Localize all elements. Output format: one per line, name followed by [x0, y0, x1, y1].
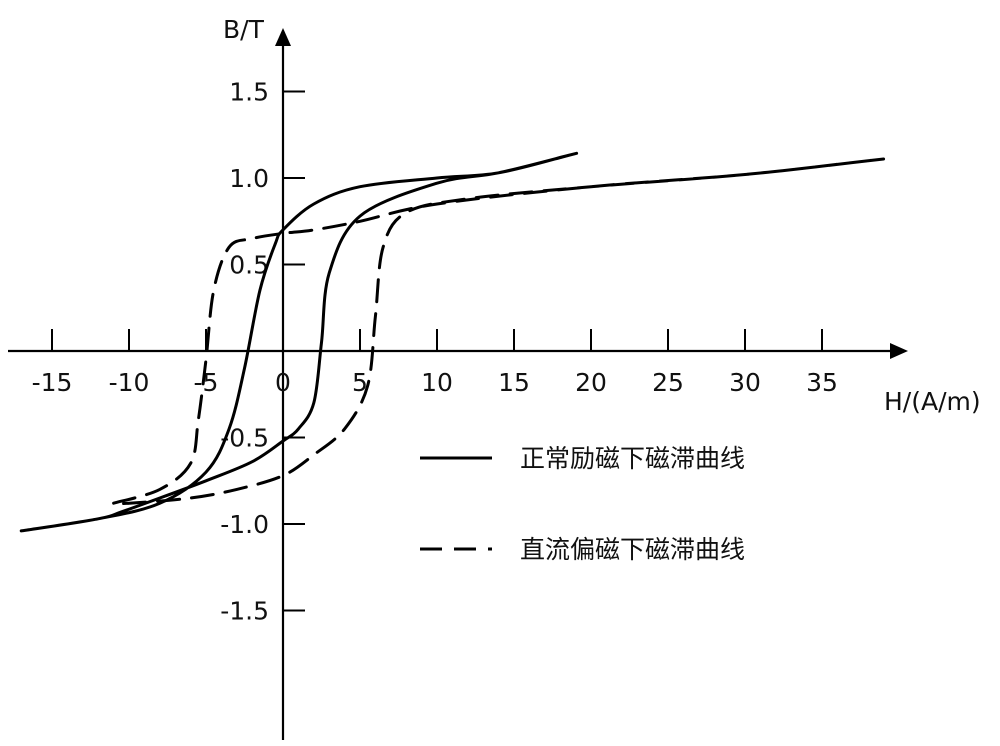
axes [8, 28, 908, 740]
series-line-normal [19, 151, 579, 533]
x-tick-label: -10 [109, 368, 150, 397]
x-axis-label: H/(A/m) [884, 387, 981, 416]
x-tick-label: 35 [806, 368, 838, 397]
y-axis-label: B/T [223, 15, 265, 44]
y-tick-label: -1.5 [220, 597, 269, 626]
x-tick-label: 25 [652, 368, 684, 397]
x-tick-label: -5 [194, 368, 219, 397]
y-tick-label: -0.5 [220, 424, 269, 453]
x-tick-label: 15 [498, 368, 530, 397]
x-tick-label: 0 [275, 368, 291, 397]
y-axis-arrow-icon [275, 28, 291, 46]
series-lines [19, 151, 886, 533]
x-tick-label: 30 [729, 368, 761, 397]
series-line-dc-bias [112, 157, 886, 506]
legend-label: 直流偏磁下磁滞曲线 [520, 535, 745, 564]
y-tick-label: 0.5 [229, 251, 269, 280]
y-tick-label: 1.0 [229, 164, 269, 193]
y-tick-label: -1.0 [220, 510, 269, 539]
x-tick-label: 20 [575, 368, 607, 397]
y-tick-label: 1.5 [229, 78, 269, 107]
x-tick-label: 10 [421, 368, 453, 397]
x-tick-label: 5 [352, 368, 368, 397]
legend-label: 正常励磁下磁滞曲线 [520, 444, 745, 473]
x-axis-arrow-icon [890, 343, 908, 359]
x-tick-label: -15 [32, 368, 73, 397]
ticks: -15 -10 -5 0 5 10 15 20 25 30 35 1.5 1.0 0.5 -0.5 -1.0 -… [32, 78, 838, 626]
